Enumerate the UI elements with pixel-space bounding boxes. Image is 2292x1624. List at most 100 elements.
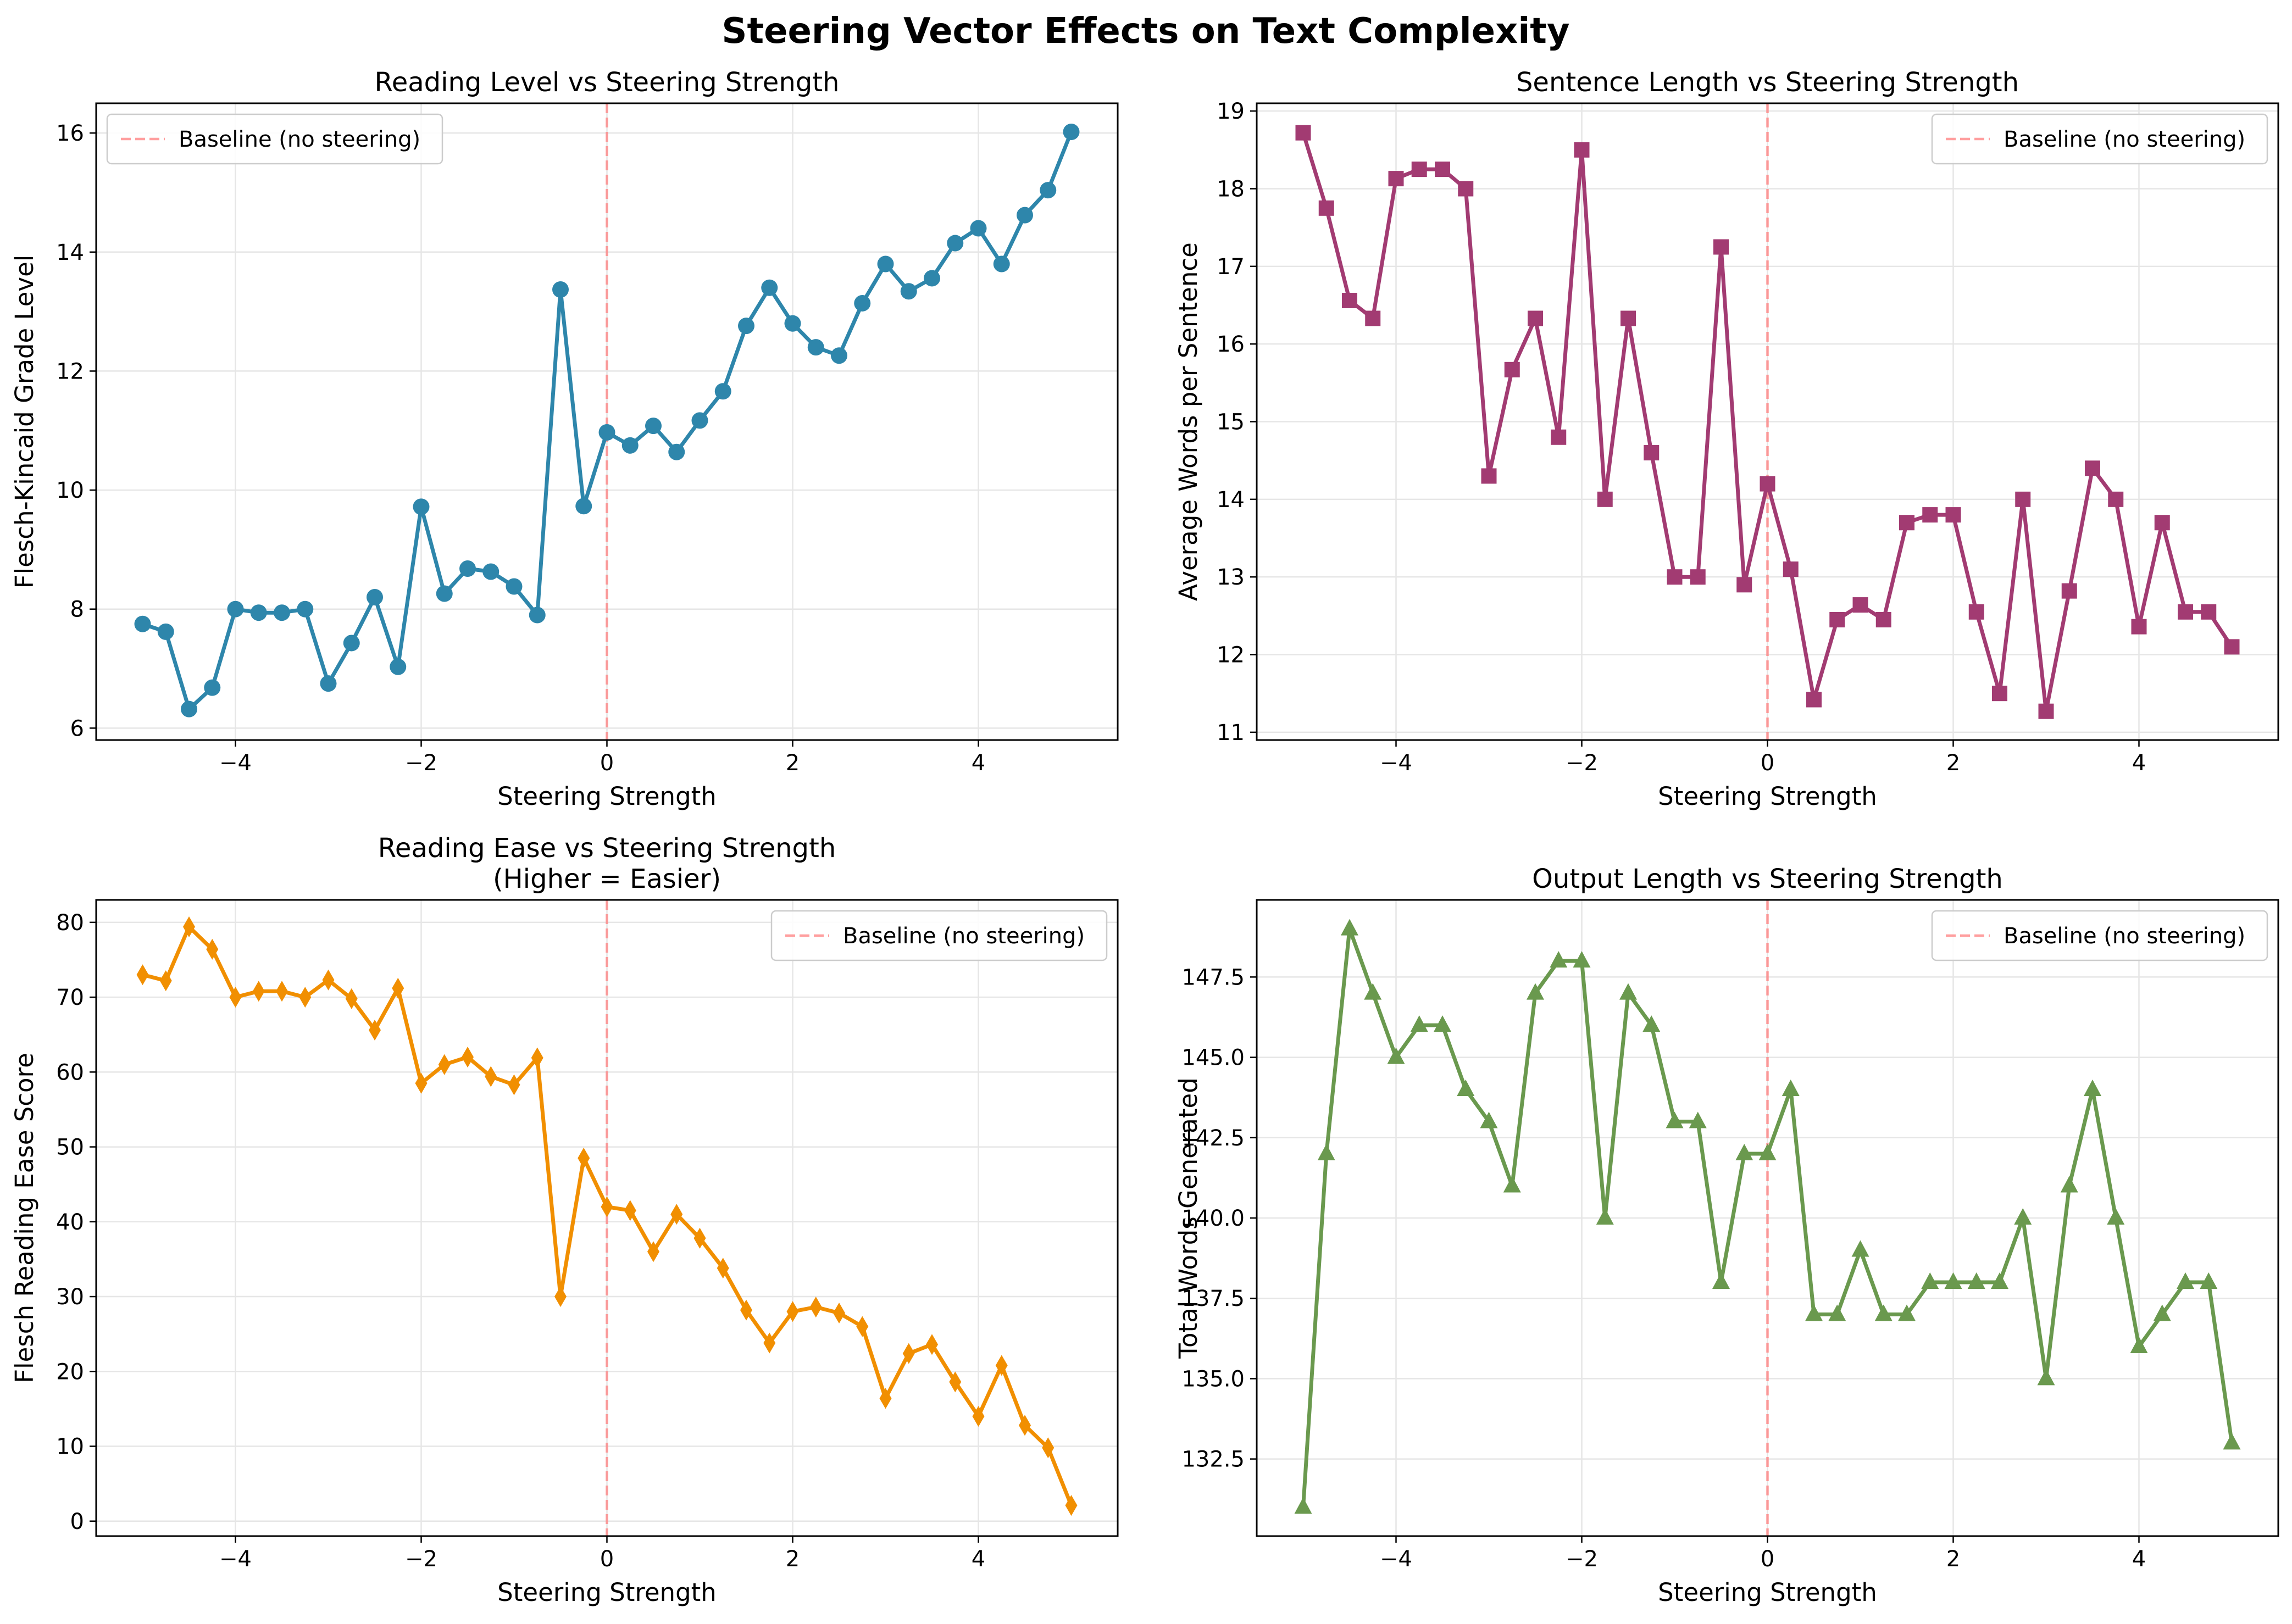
y-axis-label: Average Words per Sentence: [1174, 242, 1203, 601]
x-tick-label: 0: [1761, 1547, 1774, 1572]
data-point-marker: [1760, 476, 1775, 492]
data-point-marker: [624, 1200, 636, 1221]
data-point-marker: [831, 347, 847, 364]
data-point-marker: [668, 443, 685, 460]
legend-box: [1931, 910, 2268, 961]
y-tick-label: 20: [56, 1359, 84, 1384]
legend-label: Baseline (no steering): [2004, 127, 2245, 152]
y-tick-label: 50: [56, 1135, 84, 1160]
data-point-marker: [1063, 123, 1080, 140]
data-point-marker: [879, 1388, 892, 1409]
y-tick-label: 30: [56, 1284, 84, 1310]
data-point-marker: [552, 281, 569, 298]
data-point-marker: [1435, 162, 1450, 177]
data-point-marker: [1875, 611, 1891, 627]
y-tick-label: 15: [1217, 410, 1245, 435]
data-point-marker: [1019, 1415, 1031, 1436]
data-point-marker: [1783, 561, 1799, 577]
data-point-marker: [763, 1332, 776, 1354]
y-tick-label: 11: [1217, 720, 1245, 746]
data-point-marker: [2037, 1369, 2055, 1386]
data-point-marker: [2107, 1208, 2125, 1225]
legend-label: Baseline (no steering): [2004, 924, 2245, 949]
data-point-marker: [229, 987, 242, 1008]
data-point-marker: [1712, 1272, 1730, 1289]
data-point-marker: [691, 412, 708, 429]
data-point-marker: [1829, 611, 1845, 627]
data-point-marker: [2015, 491, 2031, 507]
data-point-marker: [438, 1054, 451, 1075]
data-point-marker: [1713, 239, 1729, 255]
legend-box: [770, 910, 1108, 961]
data-point-marker: [320, 675, 337, 692]
data-point-marker: [1411, 162, 1427, 177]
data-point-marker: [136, 964, 149, 986]
data-point-marker: [159, 970, 172, 992]
y-tick-label: 70: [56, 985, 84, 1010]
data-point-marker: [1597, 491, 1613, 507]
subplot-grid: −4 −2 0 2 4 6 8 10 12 14 16 Steering Strength Flesch…: [10, 67, 2279, 1607]
data-point-marker: [2108, 491, 2124, 507]
data-point-marker: [647, 1241, 659, 1263]
y-tick-label: 12: [1217, 643, 1245, 668]
data-point-marker: [761, 279, 778, 296]
legend-box: [106, 113, 443, 165]
data-point-marker: [345, 988, 358, 1009]
data-point-marker: [2060, 1176, 2078, 1193]
data-point-marker: [1294, 1497, 1312, 1514]
data-point-marker: [1644, 445, 1660, 461]
data-point-marker: [1364, 983, 1382, 1000]
y-tick-label: 10: [56, 1434, 84, 1460]
data-point-marker: [369, 1020, 381, 1041]
data-point-marker: [1735, 1144, 1753, 1161]
subplot-title: Sentence Length vs Steering Strength: [1516, 67, 2019, 98]
data-point-marker: [274, 604, 290, 621]
data-point-marker: [529, 607, 546, 624]
data-point-marker: [1874, 1304, 1893, 1321]
data-point-marker: [854, 294, 871, 312]
data-point-marker: [809, 1297, 822, 1318]
data-point-marker: [367, 589, 383, 606]
data-point-marker: [856, 1316, 869, 1337]
legend-box: [1931, 113, 2268, 165]
legend: Baseline (no steering): [770, 910, 1108, 961]
data-point-marker: [276, 981, 288, 1002]
series-markers: [1294, 919, 2241, 1514]
data-point-marker: [995, 1355, 1008, 1376]
y-tick-label: 19: [1217, 99, 1245, 124]
data-point-marker: [390, 658, 407, 675]
data-point-marker: [252, 981, 265, 1002]
x-axis-label: Steering Strength: [1658, 1578, 1877, 1607]
data-point-marker: [1527, 983, 1544, 1000]
data-point-marker: [227, 600, 244, 618]
data-point-marker: [508, 1074, 520, 1095]
data-point-marker: [1922, 507, 1938, 523]
data-point-marker: [2153, 1304, 2171, 1321]
x-tick-label: −4: [1380, 750, 1412, 776]
figure-title: Steering Vector Effects on Text Complexi…: [722, 11, 1569, 52]
data-point-marker: [1551, 429, 1567, 445]
data-point-marker: [1596, 1208, 1614, 1225]
data-point-marker: [1921, 1272, 1939, 1289]
data-point-marker: [2154, 515, 2170, 531]
data-point-marker: [1017, 207, 1033, 224]
x-tick-label: 4: [2132, 750, 2146, 776]
legend: Baseline (no steering): [1931, 113, 2268, 165]
data-point-marker: [924, 270, 940, 287]
y-tick-label: 80: [56, 910, 84, 936]
data-point-marker: [807, 339, 824, 356]
data-point-marker: [2061, 583, 2077, 599]
data-point-marker: [645, 418, 662, 435]
data-point-marker: [2085, 460, 2100, 476]
x-tick-label: −2: [405, 1547, 437, 1572]
data-point-marker: [322, 969, 335, 991]
subplot-1: −4 −2 0 2 4 6 8 10 12 14 16 Steering Strength Flesch…: [10, 67, 1119, 811]
x-tick-label: 2: [786, 750, 800, 776]
x-tick-label: −2: [405, 750, 437, 776]
data-point-marker: [693, 1227, 706, 1249]
data-point-marker: [738, 318, 754, 335]
data-point-marker: [1342, 293, 1357, 309]
data-point-marker: [2178, 604, 2193, 620]
data-point-marker: [786, 1301, 799, 1322]
x-tick-label: 4: [972, 750, 985, 776]
